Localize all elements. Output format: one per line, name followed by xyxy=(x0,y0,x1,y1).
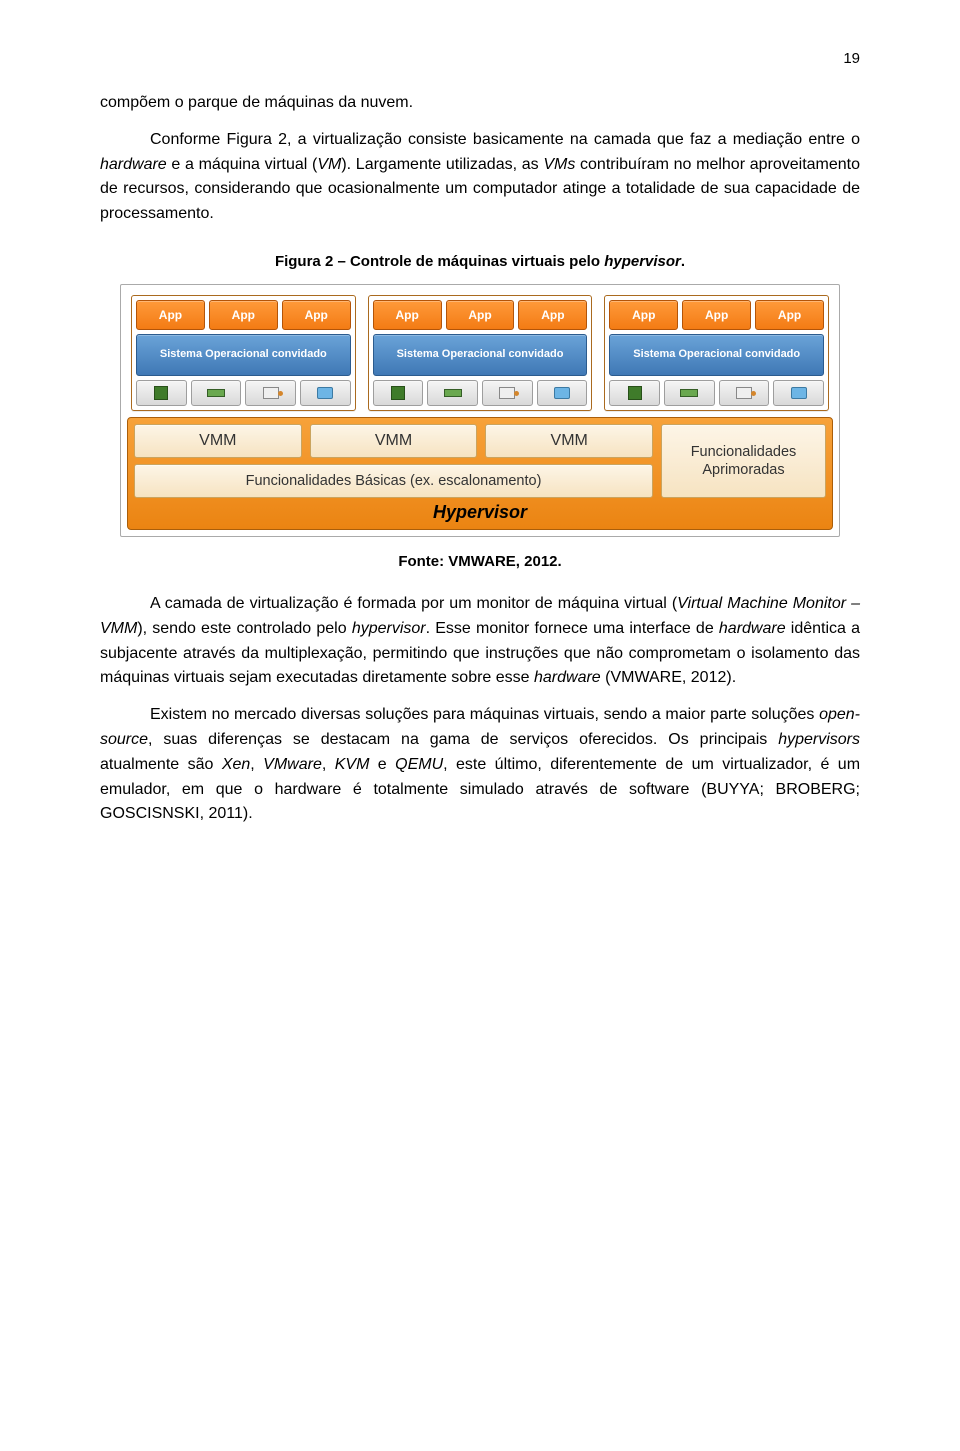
paragraph-4: Existem no mercado diversas soluções par… xyxy=(100,703,860,827)
vmm-box: VMM xyxy=(310,424,478,458)
page-number: 19 xyxy=(100,50,860,67)
hw-row xyxy=(609,380,824,406)
app-box: App xyxy=(282,300,351,330)
hypervisor-block: VMM VMM VMM Funcionalidades Básicas (ex.… xyxy=(127,417,833,530)
text: ). Largamente utilizadas, as xyxy=(341,156,543,173)
text: , suas diferenças se destacam na gama de… xyxy=(148,731,778,748)
app-box: App xyxy=(682,300,751,330)
disk-icon xyxy=(773,380,824,406)
italic-xen: Xen xyxy=(222,756,250,773)
vmm-box: VMM xyxy=(485,424,653,458)
vm-row: App App App Sistema Operacional convidad… xyxy=(121,285,839,411)
cpu-icon xyxy=(373,380,424,406)
italic-hypervisors: hypervisors xyxy=(778,731,860,748)
italic-hardware: hardware xyxy=(100,156,167,173)
vmm-box: VMM xyxy=(134,424,302,458)
figure-2-diagram: App App App Sistema Operacional convidad… xyxy=(120,284,840,537)
hypervisor-top-row: VMM VMM VMM Funcionalidades Básicas (ex.… xyxy=(134,424,826,498)
text: e a máquina virtual ( xyxy=(167,156,318,173)
app-box: App xyxy=(373,300,442,330)
text: A camada de virtualização é formada por … xyxy=(150,595,677,612)
ram-icon xyxy=(191,380,242,406)
italic-hardware: hardware xyxy=(534,669,601,686)
disk-icon xyxy=(300,380,351,406)
nic-icon xyxy=(482,380,533,406)
ram-icon xyxy=(427,380,478,406)
paragraph-2: Conforme Figura 2, a virtualização consi… xyxy=(100,128,860,227)
italic-vmware: VMware xyxy=(263,756,322,773)
italic-qemu: QEMU xyxy=(395,756,443,773)
guest-os-box: Sistema Operacional convidado xyxy=(373,334,588,376)
app-box: App xyxy=(609,300,678,330)
app-box: App xyxy=(209,300,278,330)
italic-hardware: hardware xyxy=(719,620,786,637)
text: (VMWARE, 2012). xyxy=(601,669,736,686)
text: , xyxy=(322,756,335,773)
paragraph-1: compõem o parque de máquinas da nuvem. xyxy=(100,91,860,116)
hypervisor-left-column: VMM VMM VMM Funcionalidades Básicas (ex.… xyxy=(134,424,653,498)
italic-vm: VM xyxy=(317,156,341,173)
text: Existem no mercado diversas soluções par… xyxy=(150,706,819,723)
vm-box: App App App Sistema Operacional convidad… xyxy=(131,295,356,411)
ram-icon xyxy=(664,380,715,406)
vm-box: App App App Sistema Operacional convidad… xyxy=(604,295,829,411)
figure-caption: Figura 2 – Controle de máquinas virtuais… xyxy=(100,253,860,270)
italic-kvm: KVM xyxy=(335,756,370,773)
text: Conforme Figura 2, a virtualização consi… xyxy=(150,131,860,148)
hw-row xyxy=(136,380,351,406)
caption-suffix: . xyxy=(681,253,685,270)
cpu-icon xyxy=(136,380,187,406)
caption-prefix: Figura 2 – Controle de máquinas virtuais… xyxy=(275,253,604,270)
vm-box: App App App Sistema Operacional convidad… xyxy=(368,295,593,411)
guest-os-box: Sistema Operacional convidado xyxy=(136,334,351,376)
app-row: App App App xyxy=(373,300,588,330)
text: , xyxy=(250,756,263,773)
guest-os-box: Sistema Operacional convidado xyxy=(609,334,824,376)
nic-icon xyxy=(719,380,770,406)
app-row: App App App xyxy=(609,300,824,330)
enhanced-functionalities-box: Funcionalidades Aprimoradas xyxy=(661,424,826,498)
cpu-icon xyxy=(609,380,660,406)
hw-row xyxy=(373,380,588,406)
caption-hypervisor: hypervisor xyxy=(604,253,681,270)
text: e xyxy=(369,756,395,773)
text: . Esse monitor fornece uma interface de xyxy=(426,620,719,637)
basic-functionalities-box: Funcionalidades Básicas (ex. escalonamen… xyxy=(134,464,653,498)
nic-icon xyxy=(245,380,296,406)
app-box: App xyxy=(518,300,587,330)
figure-source: Fonte: VMWARE, 2012. xyxy=(100,553,860,570)
app-box: App xyxy=(136,300,205,330)
italic-hypervisor: hypervisor xyxy=(352,620,426,637)
app-box: App xyxy=(755,300,824,330)
italic-vms: VMs xyxy=(543,156,575,173)
hypervisor-label: Hypervisor xyxy=(134,498,826,525)
app-row: App App App xyxy=(136,300,351,330)
app-box: App xyxy=(446,300,515,330)
disk-icon xyxy=(537,380,588,406)
text: atualmente são xyxy=(100,756,222,773)
vmm-row: VMM VMM VMM xyxy=(134,424,653,458)
text: ), sendo este controlado pelo xyxy=(137,620,351,637)
paragraph-3: A camada de virtualização é formada por … xyxy=(100,592,860,691)
